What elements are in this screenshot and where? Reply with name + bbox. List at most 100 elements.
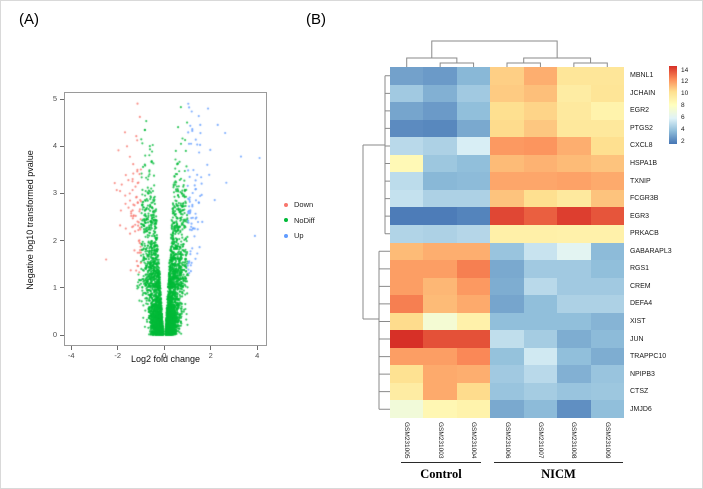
heatmap-col-label: GSM231006 (503, 422, 511, 459)
heatmap-cell (590, 207, 625, 226)
heatmap-cell (390, 172, 424, 191)
heatmap-cell (590, 102, 625, 121)
heatmap-cell (456, 242, 491, 261)
heatmap-row-label: GABARAPL3 (630, 247, 672, 255)
heatmap-cell (490, 277, 525, 296)
heatmap-cell (590, 347, 625, 366)
heatmap-cell (390, 207, 424, 226)
heatmap-cell (590, 295, 625, 314)
heatmap-cell (557, 207, 592, 226)
heatmap-cell (523, 277, 558, 296)
heatmap-cell (557, 330, 592, 349)
heatmap-cell (490, 224, 525, 243)
heatmap-cell (557, 67, 592, 86)
panel-a-label: (A) (19, 11, 39, 28)
heatmap-cell (390, 224, 424, 243)
heatmap-cell (557, 295, 592, 314)
heatmap-cell (390, 277, 424, 296)
heatmap-cell (456, 330, 491, 349)
heatmap-cell (590, 242, 625, 261)
heatmap-cell (590, 67, 625, 86)
nodiff-dot-icon (284, 218, 288, 223)
heatmap-cell (590, 365, 625, 384)
heatmap-cell (456, 137, 491, 156)
heatmap-cell (523, 137, 558, 156)
heatmap-cell (523, 207, 558, 226)
heatmap-cell (490, 154, 525, 173)
x-tick-mark (256, 346, 258, 350)
colorbar-tick-label: 14 (681, 66, 689, 74)
x-tick-label: -2 (114, 351, 122, 360)
heatmap-cell (423, 84, 458, 103)
x-tick-label: -4 (67, 351, 75, 360)
heatmap-cell (456, 189, 491, 208)
heatmap-row-label: CXCL8 (630, 142, 653, 150)
heatmap-col-label: GSM231005 (403, 422, 411, 459)
heatmap-cell (456, 67, 491, 86)
heatmap-cell (590, 189, 625, 208)
heatmap-col-label: GSM231007 (536, 422, 544, 459)
heatmap-cell (523, 67, 558, 86)
y-axis-label: Negative log10 transformed pvalue (25, 150, 35, 290)
heatmap-row-label: CTSZ (630, 388, 649, 396)
heatmap-cell (423, 102, 458, 121)
legend-item-up: Up (284, 228, 315, 244)
heatmap-cell (590, 382, 625, 401)
heatmap-cell (490, 312, 525, 331)
heatmap-cell (590, 154, 625, 173)
heatmap-row-label: PTGS2 (630, 124, 653, 132)
heatmap-cell (456, 347, 491, 366)
nicm-group-line (494, 462, 623, 463)
heatmap-cell (557, 224, 592, 243)
heatmap-cell (590, 400, 625, 419)
x-tick-label: 0 (162, 351, 167, 360)
heatmap-cell (523, 224, 558, 243)
colorbar-tick-label: 2 (681, 137, 685, 145)
heatmap-row-label: MBNL1 (630, 72, 654, 80)
heatmap-row-label: XIST (630, 317, 646, 325)
heatmap-cell (590, 277, 625, 296)
heatmap-cell (557, 312, 592, 331)
colorbar-tick-label: 4 (681, 125, 685, 133)
colorbar-tick-label: 10 (681, 90, 689, 98)
heatmap-cell (390, 365, 424, 384)
heatmap-cell (557, 137, 592, 156)
heatmap-row-label: JMJD6 (630, 405, 652, 413)
heatmap-cell (390, 330, 424, 349)
heatmap-cell (523, 260, 558, 279)
heatmap-cell (523, 347, 558, 366)
heatmap-cell (523, 119, 558, 138)
heatmap-row-label: JUN (630, 335, 644, 343)
x-tick-mark (163, 346, 165, 350)
heatmap-cell (490, 207, 525, 226)
heatmap-cell (523, 189, 558, 208)
y-tick-label: 2 (52, 235, 57, 245)
control-group-label: Control (420, 467, 462, 481)
heatmap-cell (423, 137, 458, 156)
x-tick-mark (210, 346, 212, 350)
heatmap-cell (423, 365, 458, 384)
y-tick-mark (60, 240, 64, 242)
heatmap-cell (490, 382, 525, 401)
heatmap-cell (590, 330, 625, 349)
heatmap-cell (390, 102, 424, 121)
x-tick-label: 2 (208, 351, 213, 360)
legend-item-down: Down (284, 197, 315, 213)
heatmap-cell (390, 242, 424, 261)
heatmap-cell (590, 84, 625, 103)
heatmap-cell (390, 84, 424, 103)
heatmap-cell (590, 172, 625, 191)
heatmap-cell (423, 154, 458, 173)
heatmap-cell (590, 312, 625, 331)
heatmap-cell (390, 119, 424, 138)
colorbar-gradient (669, 66, 677, 144)
y-tick-label: 3 (52, 188, 57, 198)
heatmap-cell (423, 189, 458, 208)
heatmap-cell (523, 312, 558, 331)
heatmap-cell (456, 295, 491, 314)
heatmap-cell (390, 295, 424, 314)
heatmap-cell (456, 207, 491, 226)
colorbar-tick-label: 8 (681, 102, 685, 109)
heatmap-cell (423, 277, 458, 296)
heatmap-cell (456, 224, 491, 243)
